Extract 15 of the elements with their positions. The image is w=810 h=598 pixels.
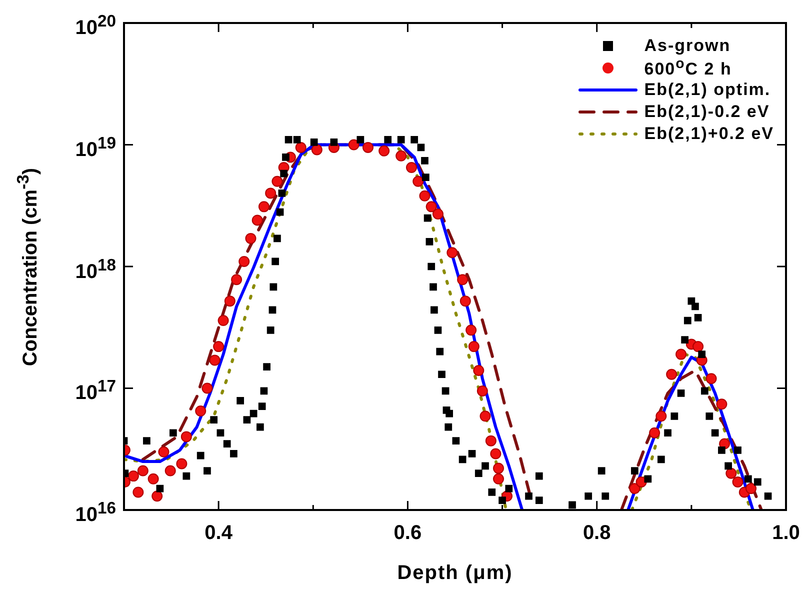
legend-label: Eb(2,1)-0.2 eV <box>644 102 770 122</box>
x-tick-label: 0.8 <box>582 522 611 545</box>
y-tick-label: 10$^{20}$ <box>75 12 116 40</box>
legend-label: Eb(2,1)+0.2 eV <box>644 124 774 144</box>
legend-label: 600$^{o}$C 2 h <box>644 56 732 80</box>
y-tick-label: 10$^{19}$ <box>75 133 116 162</box>
legend-label: As-grown <box>644 36 731 56</box>
x-tick-label: 0.6 <box>394 522 422 545</box>
x-tick-label: 1.0 <box>772 522 800 545</box>
x-tick-label: 0.4 <box>204 522 232 545</box>
y-tick-label: 10$^{18}$ <box>75 255 116 284</box>
legend-label: Eb(2,1) optim. <box>644 80 771 100</box>
y-tick-label: 10$^{16}$ <box>75 498 116 528</box>
x-axis-title: Depth (μm) <box>397 562 513 585</box>
y-tick-label: 10$^{17}$ <box>75 376 116 406</box>
